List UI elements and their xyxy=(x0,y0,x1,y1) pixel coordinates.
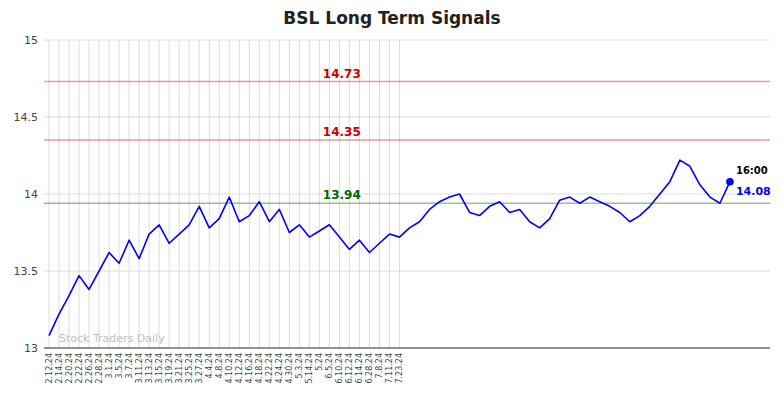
x-grid-line xyxy=(379,40,380,348)
x-tick-label: 6.14.24 xyxy=(355,353,364,384)
x-grid-line xyxy=(219,40,220,348)
x-grid-line xyxy=(239,40,240,348)
x-tick-label: 3.15.24 xyxy=(155,353,164,384)
x-tick-label: 4.30.24 xyxy=(285,353,294,384)
x-grid-line xyxy=(179,40,180,348)
x-tick-label: 3.27.24 xyxy=(195,353,204,384)
x-tick-label: 5.3.24 xyxy=(295,353,304,378)
x-tick-label: 3.21.24 xyxy=(175,353,184,384)
x-tick-label: 6.5.24 xyxy=(325,353,334,378)
chart: BSL Long Term Signals 13 13.5 14 14.5 15 2.12.… xyxy=(0,0,784,398)
signal-label: 13.94 xyxy=(323,188,361,202)
x-tick-label: 4.22.24 xyxy=(265,353,274,384)
plot-area xyxy=(44,82,770,336)
x-tick-label: 3.19.24 xyxy=(165,353,174,384)
y-grid-line xyxy=(44,40,770,41)
x-tick-label: 3.13.24 xyxy=(145,353,154,384)
x-grid-line xyxy=(369,40,370,348)
last-value-label: 14.08 xyxy=(736,185,771,198)
signal-label: 14.35 xyxy=(323,125,361,139)
x-grid-line xyxy=(299,40,300,348)
x-grid-line xyxy=(139,40,140,348)
signal-label: 14.73 xyxy=(323,67,361,81)
x-grid-line xyxy=(69,40,70,348)
x-tick-label: 4.16.24 xyxy=(245,353,254,384)
y-tick-label: 13.5 xyxy=(14,265,39,278)
x-grid-line xyxy=(319,40,320,348)
x-tick-label: 2.12.24 xyxy=(45,353,54,384)
y-tick-label: 15 xyxy=(24,34,38,47)
x-grid-line xyxy=(79,40,80,348)
x-tick-label: 4.10.24 xyxy=(225,353,234,384)
last-time-label: 16:00 xyxy=(736,165,768,176)
x-tick-label: 5.24 xyxy=(315,353,324,371)
x-grid-line xyxy=(189,40,190,348)
x-tick-label: 2.20.24 xyxy=(65,353,74,384)
signal-line xyxy=(44,139,770,141)
y-grid-line xyxy=(44,117,770,118)
x-grid-line xyxy=(89,40,90,348)
x-grid-line xyxy=(399,40,400,348)
x-tick-label: 7.23.24 xyxy=(395,353,404,384)
x-grid-line xyxy=(59,40,60,348)
x-grid-line xyxy=(99,40,100,348)
price-line xyxy=(49,160,730,336)
x-tick-label: 7.11.24 xyxy=(385,353,394,384)
x-tick-label: 2.26.24 xyxy=(85,353,94,384)
x-tick-label: 7.8.24 xyxy=(375,353,384,378)
x-grid-line xyxy=(119,40,120,348)
x-grid-line xyxy=(269,40,270,348)
x-tick-label: 4.8.24 xyxy=(215,353,224,378)
x-grid-line xyxy=(289,40,290,348)
x-grid-line xyxy=(279,40,280,348)
x-grid-line xyxy=(229,40,230,348)
x-grid-line xyxy=(309,40,310,348)
x-grid-line xyxy=(109,40,110,348)
x-tick-label: 3.1.24 xyxy=(105,353,114,378)
last-point xyxy=(726,178,734,186)
x-grid-line xyxy=(169,40,170,348)
x-tick-label: 2.14.24 xyxy=(55,353,64,384)
y-grid-line xyxy=(44,271,770,272)
x-grid-line xyxy=(209,40,210,348)
x-tick-label: 2.28.24 xyxy=(95,353,104,384)
y-tick-label: 13 xyxy=(24,342,38,355)
x-grid-line xyxy=(389,40,390,348)
signal-line xyxy=(44,202,770,204)
x-tick-label: 4.12.24 xyxy=(235,353,244,384)
x-tick-label: 3.7.24 xyxy=(125,353,134,378)
title: BSL Long Term Signals xyxy=(283,8,500,28)
grid xyxy=(44,40,770,348)
x-grid-line xyxy=(149,40,150,348)
x-tick-label: 4.18.24 xyxy=(255,353,264,384)
x-tick-label: 3.5.24 xyxy=(115,353,124,378)
x-tick-label: 3.11.24 xyxy=(135,353,144,384)
x-tick-label: 2.22.24 xyxy=(75,353,84,384)
x-grid-line xyxy=(259,40,260,348)
x-grid-line xyxy=(159,40,160,348)
x-grid-line xyxy=(129,40,130,348)
x-tick-label: 6.28.24 xyxy=(365,353,374,384)
watermark: Stock Traders Daily xyxy=(59,332,165,345)
signal-line xyxy=(44,81,770,83)
x-grid-line xyxy=(199,40,200,348)
y-tick-label: 14.5 xyxy=(14,111,39,124)
x-tick-label: 5.14.24 xyxy=(305,353,314,384)
y-grid-line xyxy=(44,348,770,349)
x-axis-line xyxy=(44,348,770,349)
x-tick-label: 4.4.24 xyxy=(205,353,214,378)
x-grid-line xyxy=(249,40,250,348)
x-tick-label: 6.10.24 xyxy=(335,353,344,384)
x-tick-label: 3.25.24 xyxy=(185,353,194,384)
y-tick-label: 14 xyxy=(24,188,38,201)
x-tick-label: 4.24.24 xyxy=(275,353,284,384)
x-grid-line xyxy=(49,40,50,348)
x-tick-label: 6.12.24 xyxy=(345,353,354,384)
